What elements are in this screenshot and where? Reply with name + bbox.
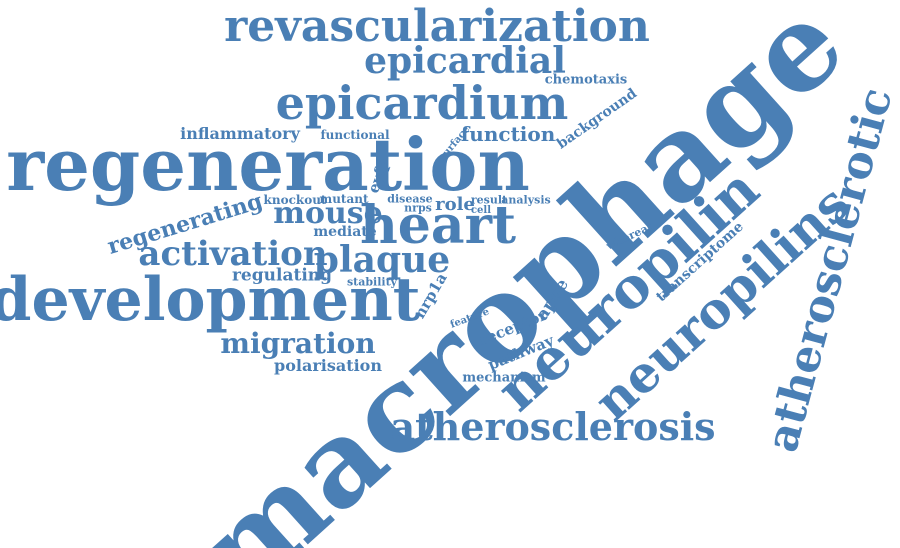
word-role: role [435,194,475,215]
word-inflammatory: inflammatory [180,124,300,143]
word-mediate: mediate [313,224,377,240]
word-revascularization: revascularization [224,1,650,52]
word-regulating: regulating [231,265,333,286]
word-plaque: plaque [313,239,451,281]
word-mouse: mouse [273,196,383,231]
word-cell: cell [470,205,492,216]
word-analysis: analysis [501,193,551,207]
word-functional: functional [320,128,390,142]
word-knockout: knockout [263,193,327,207]
word-atherosclerosis: atherosclerosis [390,404,716,449]
word-nrps: nrps [404,201,432,215]
word-mechanism: mechanism [462,370,546,386]
word-epicardium: epicardium [275,76,569,130]
word-development: development [0,265,421,335]
word-polarisation: polarisation [274,356,382,375]
word-disease: disease [387,192,433,206]
word-heart: heart [360,195,516,256]
word-mutant: mutant [319,192,369,206]
word-function: function [460,122,556,146]
word-chemotaxis: chemotaxis [544,72,628,88]
word-activation: activation [138,234,328,274]
word-regeneration: regeneration [6,122,530,207]
word-result: result [470,193,508,207]
word-migration: migration [220,327,376,360]
word-epicardial: epicardial [364,40,566,82]
word-stability: stability [346,275,398,289]
